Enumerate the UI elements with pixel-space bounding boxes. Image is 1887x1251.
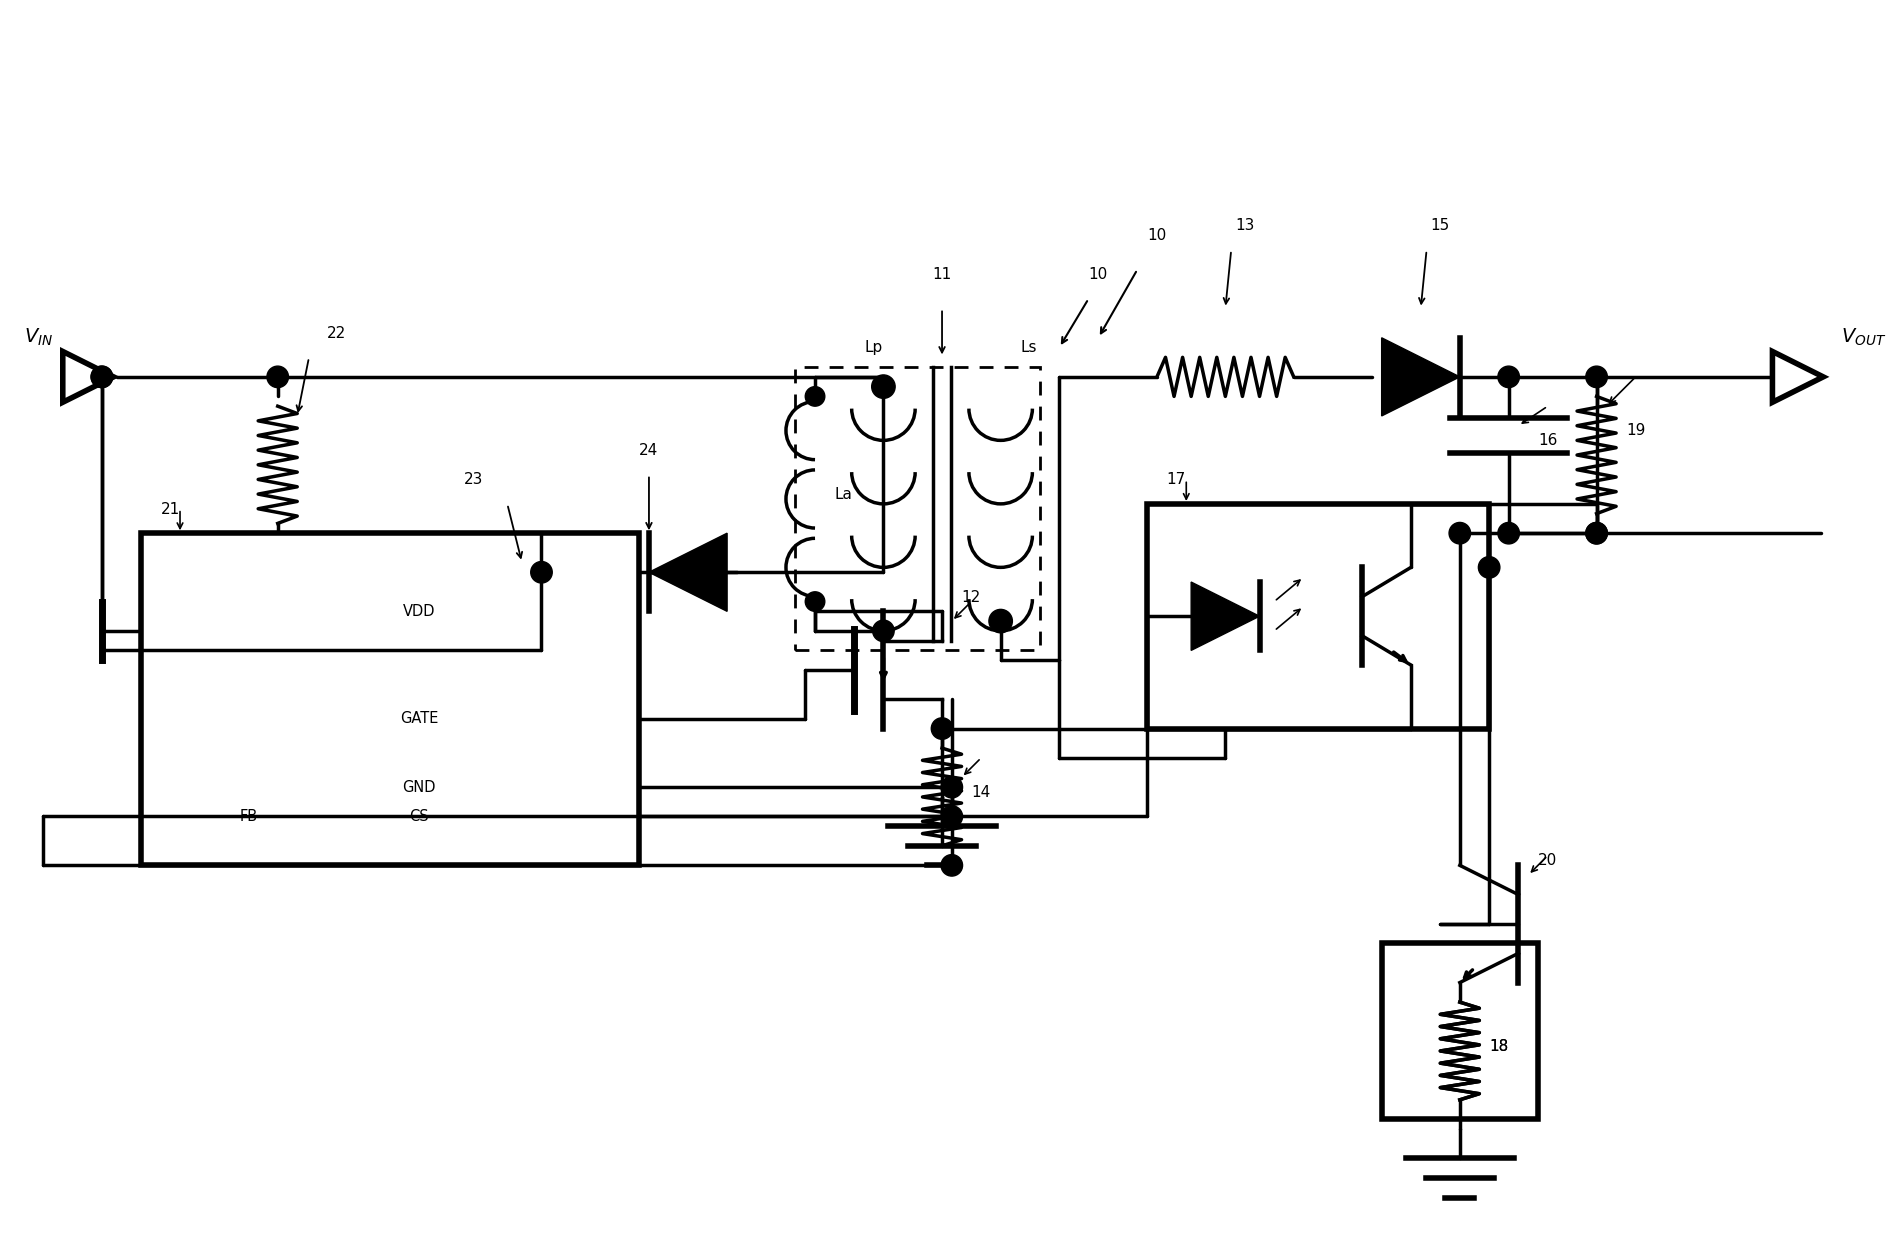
Text: GATE: GATE [400, 712, 438, 727]
Bar [142, 533, 640, 866]
Text: 15: 15 [1430, 219, 1449, 234]
Text: Lp: Lp [864, 340, 883, 355]
Circle shape [1585, 523, 1608, 544]
Text: 17: 17 [1166, 473, 1187, 488]
Text: $V_{IN}$: $V_{IN}$ [25, 327, 53, 348]
Circle shape [1585, 367, 1608, 388]
Text: 19: 19 [1627, 424, 1645, 439]
Circle shape [1498, 367, 1519, 388]
Polygon shape [1381, 338, 1461, 415]
Text: 13: 13 [1236, 219, 1255, 234]
Circle shape [91, 367, 113, 388]
Circle shape [872, 375, 894, 398]
Text: 16: 16 [1538, 433, 1557, 448]
Text: 11: 11 [932, 268, 951, 283]
Circle shape [942, 777, 962, 798]
Text: La: La [834, 487, 853, 502]
Circle shape [266, 367, 289, 388]
Text: Ls: Ls [1021, 340, 1036, 355]
Text: 23: 23 [464, 473, 483, 488]
Text: 22: 22 [326, 325, 345, 340]
Circle shape [942, 854, 962, 876]
Text: 10: 10 [1147, 228, 1166, 243]
Text: 18: 18 [1489, 1040, 1508, 1053]
Text: VDD: VDD [404, 604, 436, 619]
Circle shape [932, 718, 953, 739]
Circle shape [1585, 523, 1608, 544]
Text: 10: 10 [1089, 268, 1108, 283]
Circle shape [942, 806, 962, 827]
Circle shape [806, 387, 825, 407]
Circle shape [530, 562, 553, 583]
Bar [1147, 504, 1489, 728]
Bar [1147, 504, 1489, 728]
Polygon shape [1191, 582, 1259, 651]
Bar [796, 367, 1040, 651]
Circle shape [872, 620, 894, 642]
Circle shape [1449, 523, 1470, 544]
Text: 20: 20 [1538, 853, 1557, 868]
Text: 21: 21 [160, 502, 179, 517]
Bar [1381, 943, 1538, 1120]
Circle shape [1498, 523, 1519, 544]
Circle shape [91, 367, 113, 388]
Text: CS: CS [409, 809, 428, 824]
Text: 18: 18 [1489, 1040, 1508, 1053]
Circle shape [1478, 557, 1500, 578]
Text: 14: 14 [972, 784, 991, 799]
Text: 24: 24 [640, 443, 659, 458]
Circle shape [989, 609, 1011, 633]
Polygon shape [649, 533, 726, 612]
Circle shape [806, 592, 825, 612]
Text: 12: 12 [962, 589, 981, 604]
Text: GND: GND [402, 779, 436, 794]
Text: FB: FB [240, 809, 257, 824]
Text: $V_{OUT}$: $V_{OUT}$ [1842, 327, 1887, 348]
